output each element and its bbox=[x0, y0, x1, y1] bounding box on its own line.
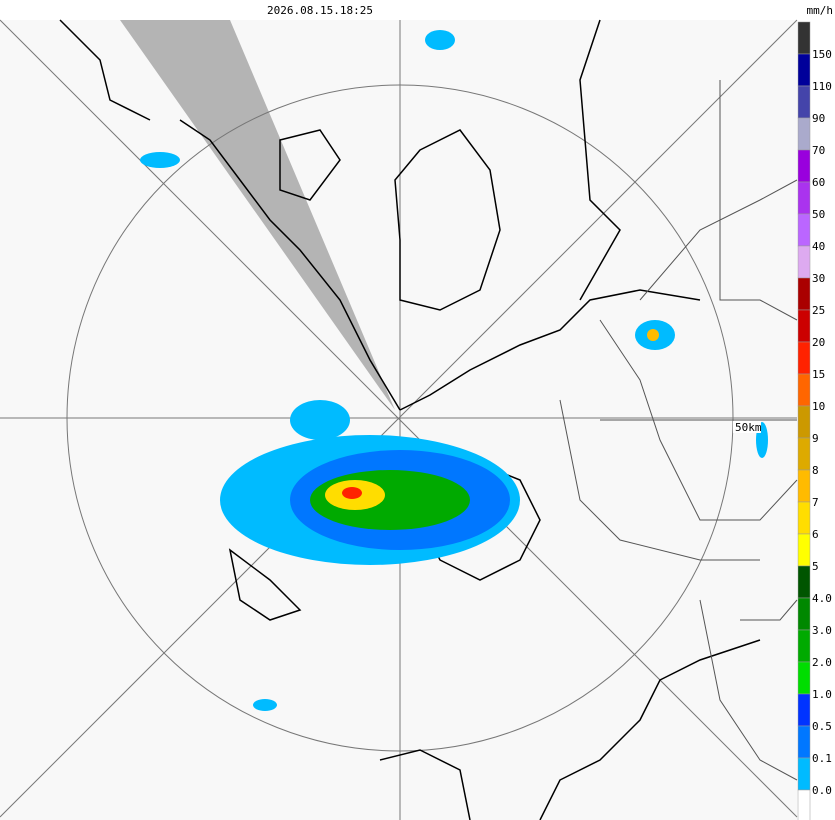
rain-echo bbox=[342, 487, 362, 499]
legend-swatch bbox=[797, 501, 811, 535]
legend-label: 60 bbox=[812, 176, 825, 189]
legend-label: 3.0 bbox=[812, 624, 832, 637]
legend-label: 4.0 bbox=[812, 592, 832, 605]
legend-label: 8 bbox=[812, 464, 819, 477]
rain-echo bbox=[140, 152, 180, 168]
legend-swatch bbox=[797, 309, 811, 343]
legend-label: 150 bbox=[812, 48, 832, 61]
rain-echo bbox=[253, 699, 277, 711]
legend-swatch bbox=[797, 85, 811, 119]
legend-swatch bbox=[797, 565, 811, 599]
legend-label: 10 bbox=[812, 400, 825, 413]
legend: 150 110 90 70 60 50 40 30 25 20 15 10 9 8 7 6 5 4.0 3.0 2.0… bbox=[797, 21, 832, 820]
legend-swatch bbox=[797, 149, 811, 183]
legend-label: 30 bbox=[812, 272, 825, 285]
legend-label: 15 bbox=[812, 368, 825, 381]
rain-echo bbox=[647, 329, 659, 341]
legend-swatch bbox=[797, 661, 811, 695]
legend-swatch bbox=[797, 757, 811, 791]
legend-swatch bbox=[797, 405, 811, 439]
legend-swatch bbox=[797, 277, 811, 311]
legend-label: 1.0 bbox=[812, 688, 832, 701]
legend-label: 20 bbox=[812, 336, 825, 349]
legend-swatch bbox=[797, 53, 811, 87]
legend-swatch bbox=[797, 629, 811, 663]
legend-label: 90 bbox=[812, 112, 825, 125]
legend-label: 6 bbox=[812, 528, 819, 541]
legend-label: 70 bbox=[812, 144, 825, 157]
legend-swatch bbox=[797, 245, 811, 279]
beam-blockage bbox=[120, 20, 395, 410]
precipitation bbox=[140, 30, 768, 711]
legend-swatch bbox=[797, 437, 811, 471]
timestamp: 2026.08.15.18:25 bbox=[267, 4, 373, 17]
map-layer: 50km bbox=[0, 19, 798, 820]
legend-swatch bbox=[797, 597, 811, 631]
legend-label: 40 bbox=[812, 240, 825, 253]
legend-label: 110 bbox=[812, 80, 832, 93]
legend-swatch bbox=[797, 117, 811, 151]
legend-label: 2.0 bbox=[812, 656, 832, 669]
coastline bbox=[59, 19, 761, 820]
legend-swatch bbox=[797, 725, 811, 759]
crosshair bbox=[0, 19, 798, 818]
unit-label: mm/h bbox=[807, 4, 834, 17]
legend-label: 25 bbox=[812, 304, 825, 317]
legend-label: 9 bbox=[812, 432, 819, 445]
legend-swatch bbox=[797, 533, 811, 567]
legend-swatch bbox=[797, 213, 811, 247]
range-label-bg bbox=[733, 421, 761, 433]
range-label: 50km bbox=[735, 421, 762, 434]
legend-label: 0.0 bbox=[812, 784, 832, 797]
legend-swatch bbox=[797, 21, 811, 55]
legend-label: 7 bbox=[812, 496, 819, 509]
legend-label: 5 bbox=[812, 560, 819, 573]
legend-swatch bbox=[797, 789, 811, 820]
legend-swatch bbox=[797, 469, 811, 503]
legend-label: 50 bbox=[812, 208, 825, 221]
legend-swatch bbox=[797, 341, 811, 375]
rain-echo bbox=[425, 30, 455, 50]
legend-swatch bbox=[797, 181, 811, 215]
legend-label: 0.1 bbox=[812, 752, 832, 765]
rain-echo bbox=[290, 400, 350, 440]
admin-border bbox=[559, 80, 798, 781]
legend-swatch bbox=[797, 373, 811, 407]
legend-label: 0.5 bbox=[812, 720, 832, 733]
legend-swatch bbox=[797, 693, 811, 727]
